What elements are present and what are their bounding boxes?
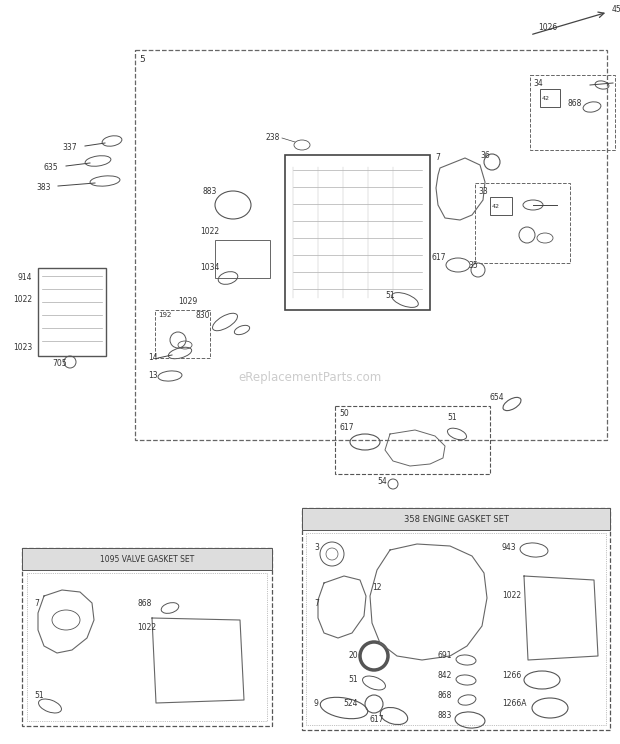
Text: 914: 914 bbox=[17, 274, 32, 283]
Text: 238: 238 bbox=[265, 133, 280, 143]
Text: 192: 192 bbox=[158, 312, 171, 318]
Text: 1022: 1022 bbox=[13, 295, 32, 304]
Text: 1022: 1022 bbox=[502, 591, 521, 600]
Text: eReplacementParts.com: eReplacementParts.com bbox=[238, 371, 382, 385]
Bar bbox=[22, 548, 272, 570]
Text: 883: 883 bbox=[203, 187, 217, 196]
Bar bbox=[475, 183, 570, 263]
Text: 691: 691 bbox=[437, 652, 451, 661]
Bar bbox=[27, 573, 267, 721]
Text: 20: 20 bbox=[348, 652, 358, 661]
Text: 1022: 1022 bbox=[137, 623, 156, 632]
Bar bbox=[302, 508, 610, 530]
Text: 51: 51 bbox=[447, 414, 456, 423]
Text: 868: 868 bbox=[137, 598, 151, 608]
Text: 705: 705 bbox=[52, 359, 66, 368]
Text: 524: 524 bbox=[343, 699, 358, 708]
Text: 337: 337 bbox=[62, 144, 77, 153]
Text: 51: 51 bbox=[34, 691, 43, 701]
Text: 842: 842 bbox=[437, 672, 451, 681]
Text: 3: 3 bbox=[314, 544, 319, 553]
Bar bbox=[490, 197, 512, 215]
Text: 35: 35 bbox=[468, 260, 478, 269]
Bar bbox=[335, 406, 490, 474]
Text: 868: 868 bbox=[568, 98, 582, 107]
Text: 5: 5 bbox=[139, 56, 144, 65]
Text: 50: 50 bbox=[339, 409, 348, 418]
Text: 868: 868 bbox=[437, 691, 451, 701]
Text: 358 ENGINE GASKET SET: 358 ENGINE GASKET SET bbox=[404, 515, 508, 524]
Bar bbox=[22, 548, 272, 726]
Text: 45: 45 bbox=[612, 5, 620, 14]
Text: 1023: 1023 bbox=[13, 344, 32, 353]
Text: 13: 13 bbox=[148, 371, 157, 380]
Text: 1022: 1022 bbox=[200, 228, 219, 237]
Bar bbox=[530, 75, 615, 150]
Text: 51: 51 bbox=[348, 676, 358, 684]
Text: 943: 943 bbox=[502, 544, 516, 553]
Text: 7: 7 bbox=[314, 598, 319, 608]
Bar bbox=[38, 268, 106, 356]
Text: 7: 7 bbox=[435, 153, 440, 162]
Bar bbox=[215, 240, 270, 278]
Bar bbox=[302, 508, 610, 730]
Text: 617: 617 bbox=[432, 254, 446, 263]
Text: 54: 54 bbox=[377, 478, 387, 487]
Text: 12: 12 bbox=[372, 583, 381, 592]
Text: 51: 51 bbox=[385, 290, 394, 300]
Text: 42: 42 bbox=[542, 97, 550, 101]
Text: 14: 14 bbox=[148, 353, 157, 362]
Text: 617: 617 bbox=[370, 716, 384, 725]
Bar bbox=[306, 533, 606, 725]
Text: 9: 9 bbox=[314, 699, 319, 708]
Bar bbox=[155, 310, 210, 358]
Text: 1034: 1034 bbox=[200, 263, 219, 272]
Bar bbox=[540, 89, 560, 107]
Text: 830: 830 bbox=[195, 312, 210, 321]
Text: 1029: 1029 bbox=[178, 298, 197, 307]
Text: 36: 36 bbox=[480, 150, 490, 159]
Text: 1026: 1026 bbox=[538, 24, 557, 33]
Text: 33: 33 bbox=[478, 187, 488, 196]
Text: 1095 VALVE GASKET SET: 1095 VALVE GASKET SET bbox=[100, 554, 194, 563]
Text: 883: 883 bbox=[437, 711, 451, 720]
Text: 7: 7 bbox=[34, 598, 39, 608]
Text: 34: 34 bbox=[533, 79, 542, 88]
Text: 1266: 1266 bbox=[502, 672, 521, 681]
Bar bbox=[285, 155, 430, 310]
Text: 383: 383 bbox=[36, 184, 50, 193]
Text: 617: 617 bbox=[339, 423, 353, 432]
Text: 635: 635 bbox=[44, 164, 59, 173]
Text: 42: 42 bbox=[492, 205, 500, 210]
Bar bbox=[135, 50, 607, 440]
Text: 654: 654 bbox=[490, 394, 505, 403]
Text: 1266A: 1266A bbox=[502, 699, 526, 708]
